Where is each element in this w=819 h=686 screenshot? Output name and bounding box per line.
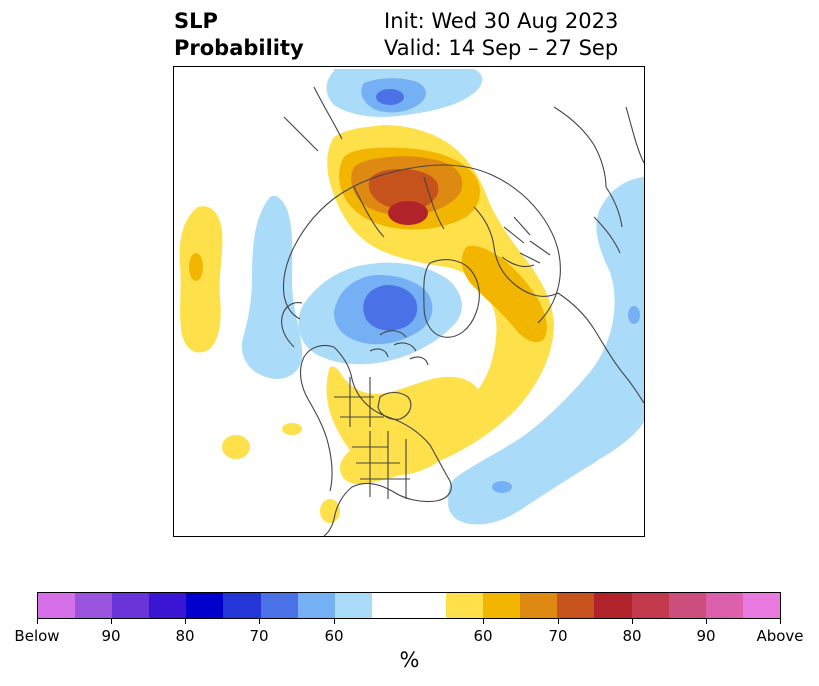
map-title: SLP Probability: [174, 8, 304, 62]
tick-label-below-80: 80: [175, 627, 195, 645]
colorbar-segment: [149, 593, 187, 618]
tick-label-below-70: 70: [249, 627, 269, 645]
tick-mark: [37, 619, 38, 624]
colorbar-segment: [631, 593, 669, 618]
tick-mark: [334, 619, 335, 624]
colorbar-segment: [668, 593, 706, 618]
below-80-region-arctic: [363, 285, 418, 331]
colorbar-segment: [75, 593, 113, 618]
colorbar: [37, 592, 781, 619]
title-product: Probability: [174, 36, 304, 60]
above-70-spot-pacific: [189, 253, 203, 281]
colorbar-segment: [186, 593, 224, 618]
colorbar-segment: [446, 593, 484, 618]
map-dates: Init: Wed 30 Aug 2023 Valid: 14 Sep – 27…: [384, 8, 618, 62]
colorbar-segment: [334, 593, 372, 618]
tick-label-below-90: 90: [101, 627, 121, 645]
title-variable: SLP: [174, 9, 218, 33]
above-70-region-atlantic: [461, 245, 547, 343]
above-90-region-europe: [368, 169, 439, 210]
tick-label-above-80: 80: [622, 627, 642, 645]
tick-mark: [632, 619, 633, 624]
below-70-spot-right: [628, 306, 640, 324]
tick-mark: [706, 619, 707, 624]
colorbar-segment: [483, 593, 521, 618]
tick-mark: [259, 619, 260, 624]
colorbar-segment: [705, 593, 743, 618]
colorbar-ticks: Below 90 80 70 60 60 70 80 90 Above: [14, 619, 804, 645]
tick-mark: [111, 619, 112, 624]
below-60-region-west-atlantic: [448, 397, 613, 525]
colorbar-segment: [371, 593, 447, 618]
coastlines: [281, 86, 644, 536]
above-60-spot-3: [320, 499, 340, 523]
tick-label-above-60: 60: [473, 627, 493, 645]
probability-map: [173, 66, 645, 537]
tick-mark: [185, 619, 186, 624]
below-70-spot-atlantic: [492, 481, 512, 493]
tick-mark: [483, 619, 484, 624]
tick-label-below: Below: [14, 627, 60, 645]
tick-label-above-90: 90: [696, 627, 716, 645]
colorbar-segment: [297, 593, 335, 618]
tick-label-above: Above: [756, 627, 804, 645]
colorbar-segment: [520, 593, 558, 618]
above-60-spot-2: [282, 423, 302, 435]
colorbar-segment: [557, 593, 595, 618]
above-60-spot-1: [222, 435, 250, 459]
tick-label-below-60: 60: [324, 627, 344, 645]
tick-mark: [780, 619, 781, 624]
init-date: Init: Wed 30 Aug 2023: [384, 9, 619, 33]
colorbar-segment: [38, 593, 76, 618]
colorbar-segment: [260, 593, 298, 618]
colorbar-segment: [742, 593, 780, 618]
valid-range: Valid: 14 Sep – 27 Sep: [384, 36, 619, 60]
above-60-region-pacific: [179, 206, 223, 353]
colorbar-unit-label: %: [399, 648, 420, 672]
tick-mark: [558, 619, 559, 624]
above-60-region-north-america: [326, 366, 484, 475]
below-60-spot-alaska: [274, 331, 294, 347]
above-max-core-europe: [388, 201, 428, 225]
tick-label-above-70: 70: [548, 627, 568, 645]
below-80-spot-north: [376, 89, 404, 105]
colorbar-segment: [594, 593, 632, 618]
colorbar-segment: [112, 593, 150, 618]
colorbar-segment: [223, 593, 261, 618]
